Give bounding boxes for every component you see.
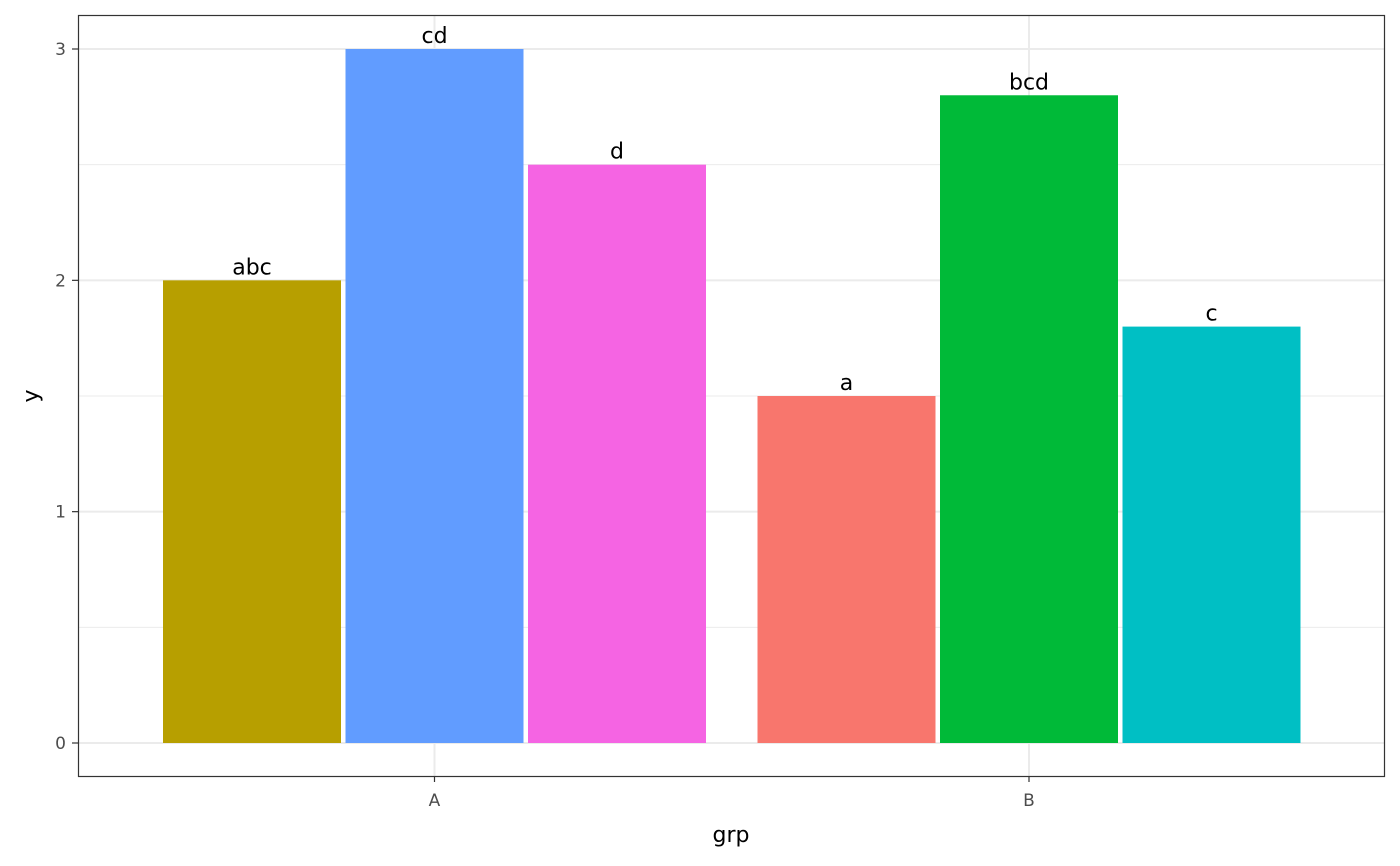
bar-cd — [345, 49, 524, 743]
bar-label-c: c — [1205, 302, 1217, 327]
plot-panel-border — [77, 14, 1386, 778]
bar-labels: abc cd d a bcd c — [232, 24, 1217, 396]
y-tick-label: 2 — [55, 271, 66, 291]
y-tick-label: 3 — [55, 40, 66, 60]
bar-bcd — [940, 95, 1118, 744]
bar-label-abc: abc — [232, 255, 272, 280]
bar-label-d: d — [610, 140, 624, 165]
bars — [163, 49, 1301, 744]
x-tick-label: B — [1023, 791, 1035, 811]
x-axis-title: grp — [713, 823, 750, 848]
bar-c — [1122, 326, 1301, 743]
x-tick-label: A — [429, 791, 441, 811]
bar-label-a: a — [840, 371, 853, 396]
bar-d — [528, 164, 706, 743]
bar-label-bcd: bcd — [1009, 70, 1049, 95]
bar-label-cd: cd — [421, 24, 447, 49]
bar-abc — [163, 280, 341, 743]
bar-a — [757, 396, 936, 743]
y-axis-title: y — [19, 389, 44, 402]
y-axis: 0 1 2 3 — [55, 40, 78, 754]
y-tick-label: 0 — [55, 734, 66, 754]
y-tick-label: 1 — [55, 503, 66, 523]
